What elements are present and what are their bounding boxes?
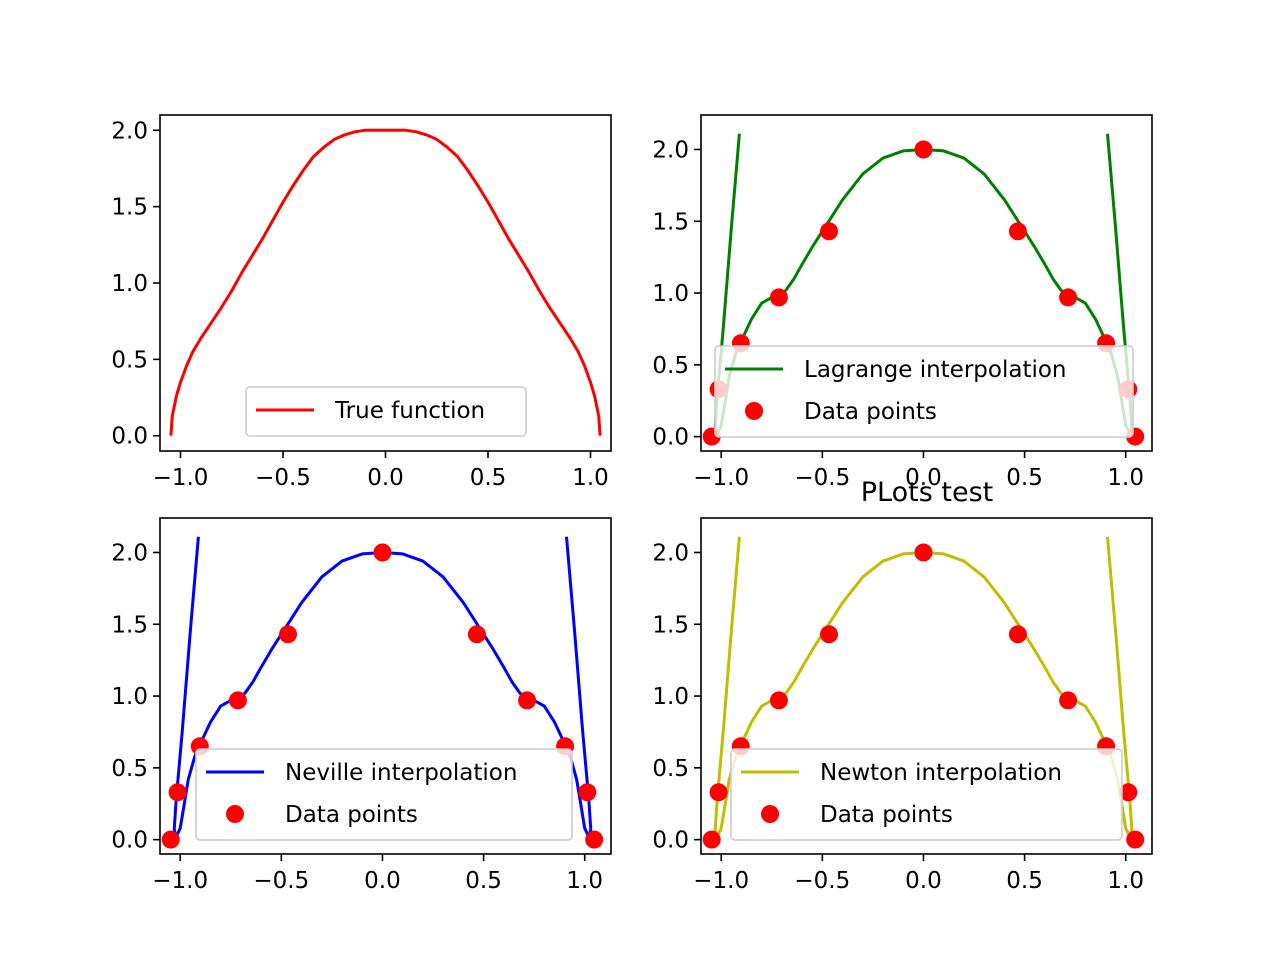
legend-marker-swatch	[745, 402, 763, 420]
data-point	[769, 288, 788, 307]
y-tick-label: 2.0	[652, 137, 689, 163]
x-tick-label: 0.5	[1006, 465, 1043, 491]
data-point	[702, 830, 721, 849]
x-tick-label: 1.0	[1107, 465, 1144, 491]
legend-label: Data points	[804, 399, 937, 425]
y-tick-label: 1.0	[111, 684, 148, 710]
data-point	[518, 691, 537, 710]
subplots: −1.0 −0.5 0.0 0.5 1.0 0.0 0.5 1.0 1.5 2.0 True fun…	[111, 114, 1153, 894]
y-tick-label: 0.0	[111, 828, 148, 854]
y-tick-label: 0.0	[111, 424, 148, 450]
data-point	[161, 830, 180, 849]
y-tick-label: 0.0	[652, 828, 689, 854]
legend-marker-swatch	[761, 805, 779, 823]
data-point	[168, 783, 187, 802]
legend-label: Data points	[820, 802, 953, 828]
y-tick-label: 0.5	[652, 756, 689, 782]
data-point	[373, 543, 392, 562]
figure-title: PLots test	[861, 477, 993, 508]
plot-area	[161, 536, 604, 849]
legend: True function	[245, 386, 527, 437]
legend-label: Newton interpolation	[820, 760, 1062, 786]
y-tick-label: 0.0	[652, 425, 689, 451]
legend: Neville interpolation Data points	[195, 748, 573, 841]
y-tick-label: 1.5	[111, 612, 148, 638]
data-point	[585, 830, 604, 849]
data-point	[467, 625, 486, 644]
legend-box	[714, 345, 1134, 438]
data-point	[1126, 830, 1145, 849]
y-tick-label: 1.5	[111, 195, 148, 221]
data-point	[914, 140, 933, 159]
y-tick-label: 0.5	[111, 347, 148, 373]
data-point	[709, 783, 728, 802]
legend: Newton interpolation Data points	[730, 748, 1123, 841]
y-tick-label: 0.5	[652, 353, 689, 379]
x-tick-label: 0.5	[1006, 868, 1043, 894]
legend-label: Neville interpolation	[285, 760, 517, 786]
data-point	[578, 783, 597, 802]
y-tick-label: 2.0	[111, 118, 148, 144]
x-tick-label: 1.0	[572, 465, 609, 491]
y-tick-label: 1.5	[652, 209, 689, 235]
data-point	[279, 625, 297, 644]
data-point	[1059, 288, 1078, 307]
x-tick-label: 1.0	[566, 868, 603, 894]
data-point	[1119, 783, 1138, 802]
axes-frame	[700, 114, 1153, 452]
legend-label: Data points	[285, 802, 418, 828]
x-tick-label: 0.0	[905, 868, 942, 894]
y-tick-label: 1.5	[652, 612, 689, 638]
x-tick-label: −0.5	[255, 465, 311, 491]
x-tick-label: 1.0	[1107, 868, 1144, 894]
legend-box	[245, 386, 527, 437]
x-tick-label: −1.0	[693, 868, 749, 894]
data-point	[1059, 691, 1078, 710]
legend-marker-swatch	[226, 805, 244, 823]
x-tick-label: −1.0	[693, 465, 749, 491]
x-tick-label: −0.5	[253, 868, 309, 894]
subplot-4: −1.0 −0.5 0.0 0.5 1.0 0.0 0.5 1.0 1.5 2.0 Newton i…	[652, 517, 1153, 894]
axes-frame	[159, 517, 612, 855]
x-tick-label: 0.0	[364, 868, 401, 894]
x-tick-label: −1.0	[153, 465, 209, 491]
y-tick-label: 2.0	[652, 540, 689, 566]
data-point	[820, 625, 838, 644]
legend-label: True function	[334, 398, 485, 424]
x-tick-label: −0.5	[794, 465, 850, 491]
x-tick-label: 0.5	[470, 465, 507, 491]
series-line-1	[169, 128, 602, 436]
data-point	[1008, 222, 1027, 241]
x-tick-label: −1.0	[152, 868, 208, 894]
y-tick-label: 1.0	[111, 271, 148, 297]
data-point	[914, 543, 933, 562]
legend: Lagrange interpolation Data points	[714, 345, 1134, 438]
x-tick-label: 0.5	[465, 868, 502, 894]
y-tick-label: 1.0	[652, 281, 689, 307]
y-tick-label: 2.0	[111, 540, 148, 566]
y-tick-label: 0.5	[111, 756, 148, 782]
data-point	[1008, 625, 1027, 644]
data-point	[228, 691, 247, 710]
plot-area	[169, 128, 602, 436]
axes-frame	[700, 517, 1153, 855]
legend-label: Lagrange interpolation	[804, 357, 1067, 383]
x-tick-label: −0.5	[794, 868, 850, 894]
data-point	[769, 691, 788, 710]
x-tick-label: 0.0	[367, 465, 404, 491]
subplot-1: −1.0 −0.5 0.0 0.5 1.0 0.0 0.5 1.0 1.5 2.0 True fun…	[111, 114, 612, 491]
legend-box	[730, 748, 1123, 841]
x-tick-label: 0.0	[905, 465, 942, 491]
y-tick-label: 1.0	[652, 684, 689, 710]
subplot-3: −1.0 −0.5 0.0 0.5 1.0 0.0 0.5 1.0 1.5 2.0 Neville …	[111, 517, 612, 894]
legend-box	[195, 748, 573, 841]
subplot-2: −1.0 −0.5 0.0 0.5 1.0 0.0 0.5 1.0 1.5 2.0 Lagrange…	[652, 114, 1153, 491]
data-point	[820, 222, 838, 241]
